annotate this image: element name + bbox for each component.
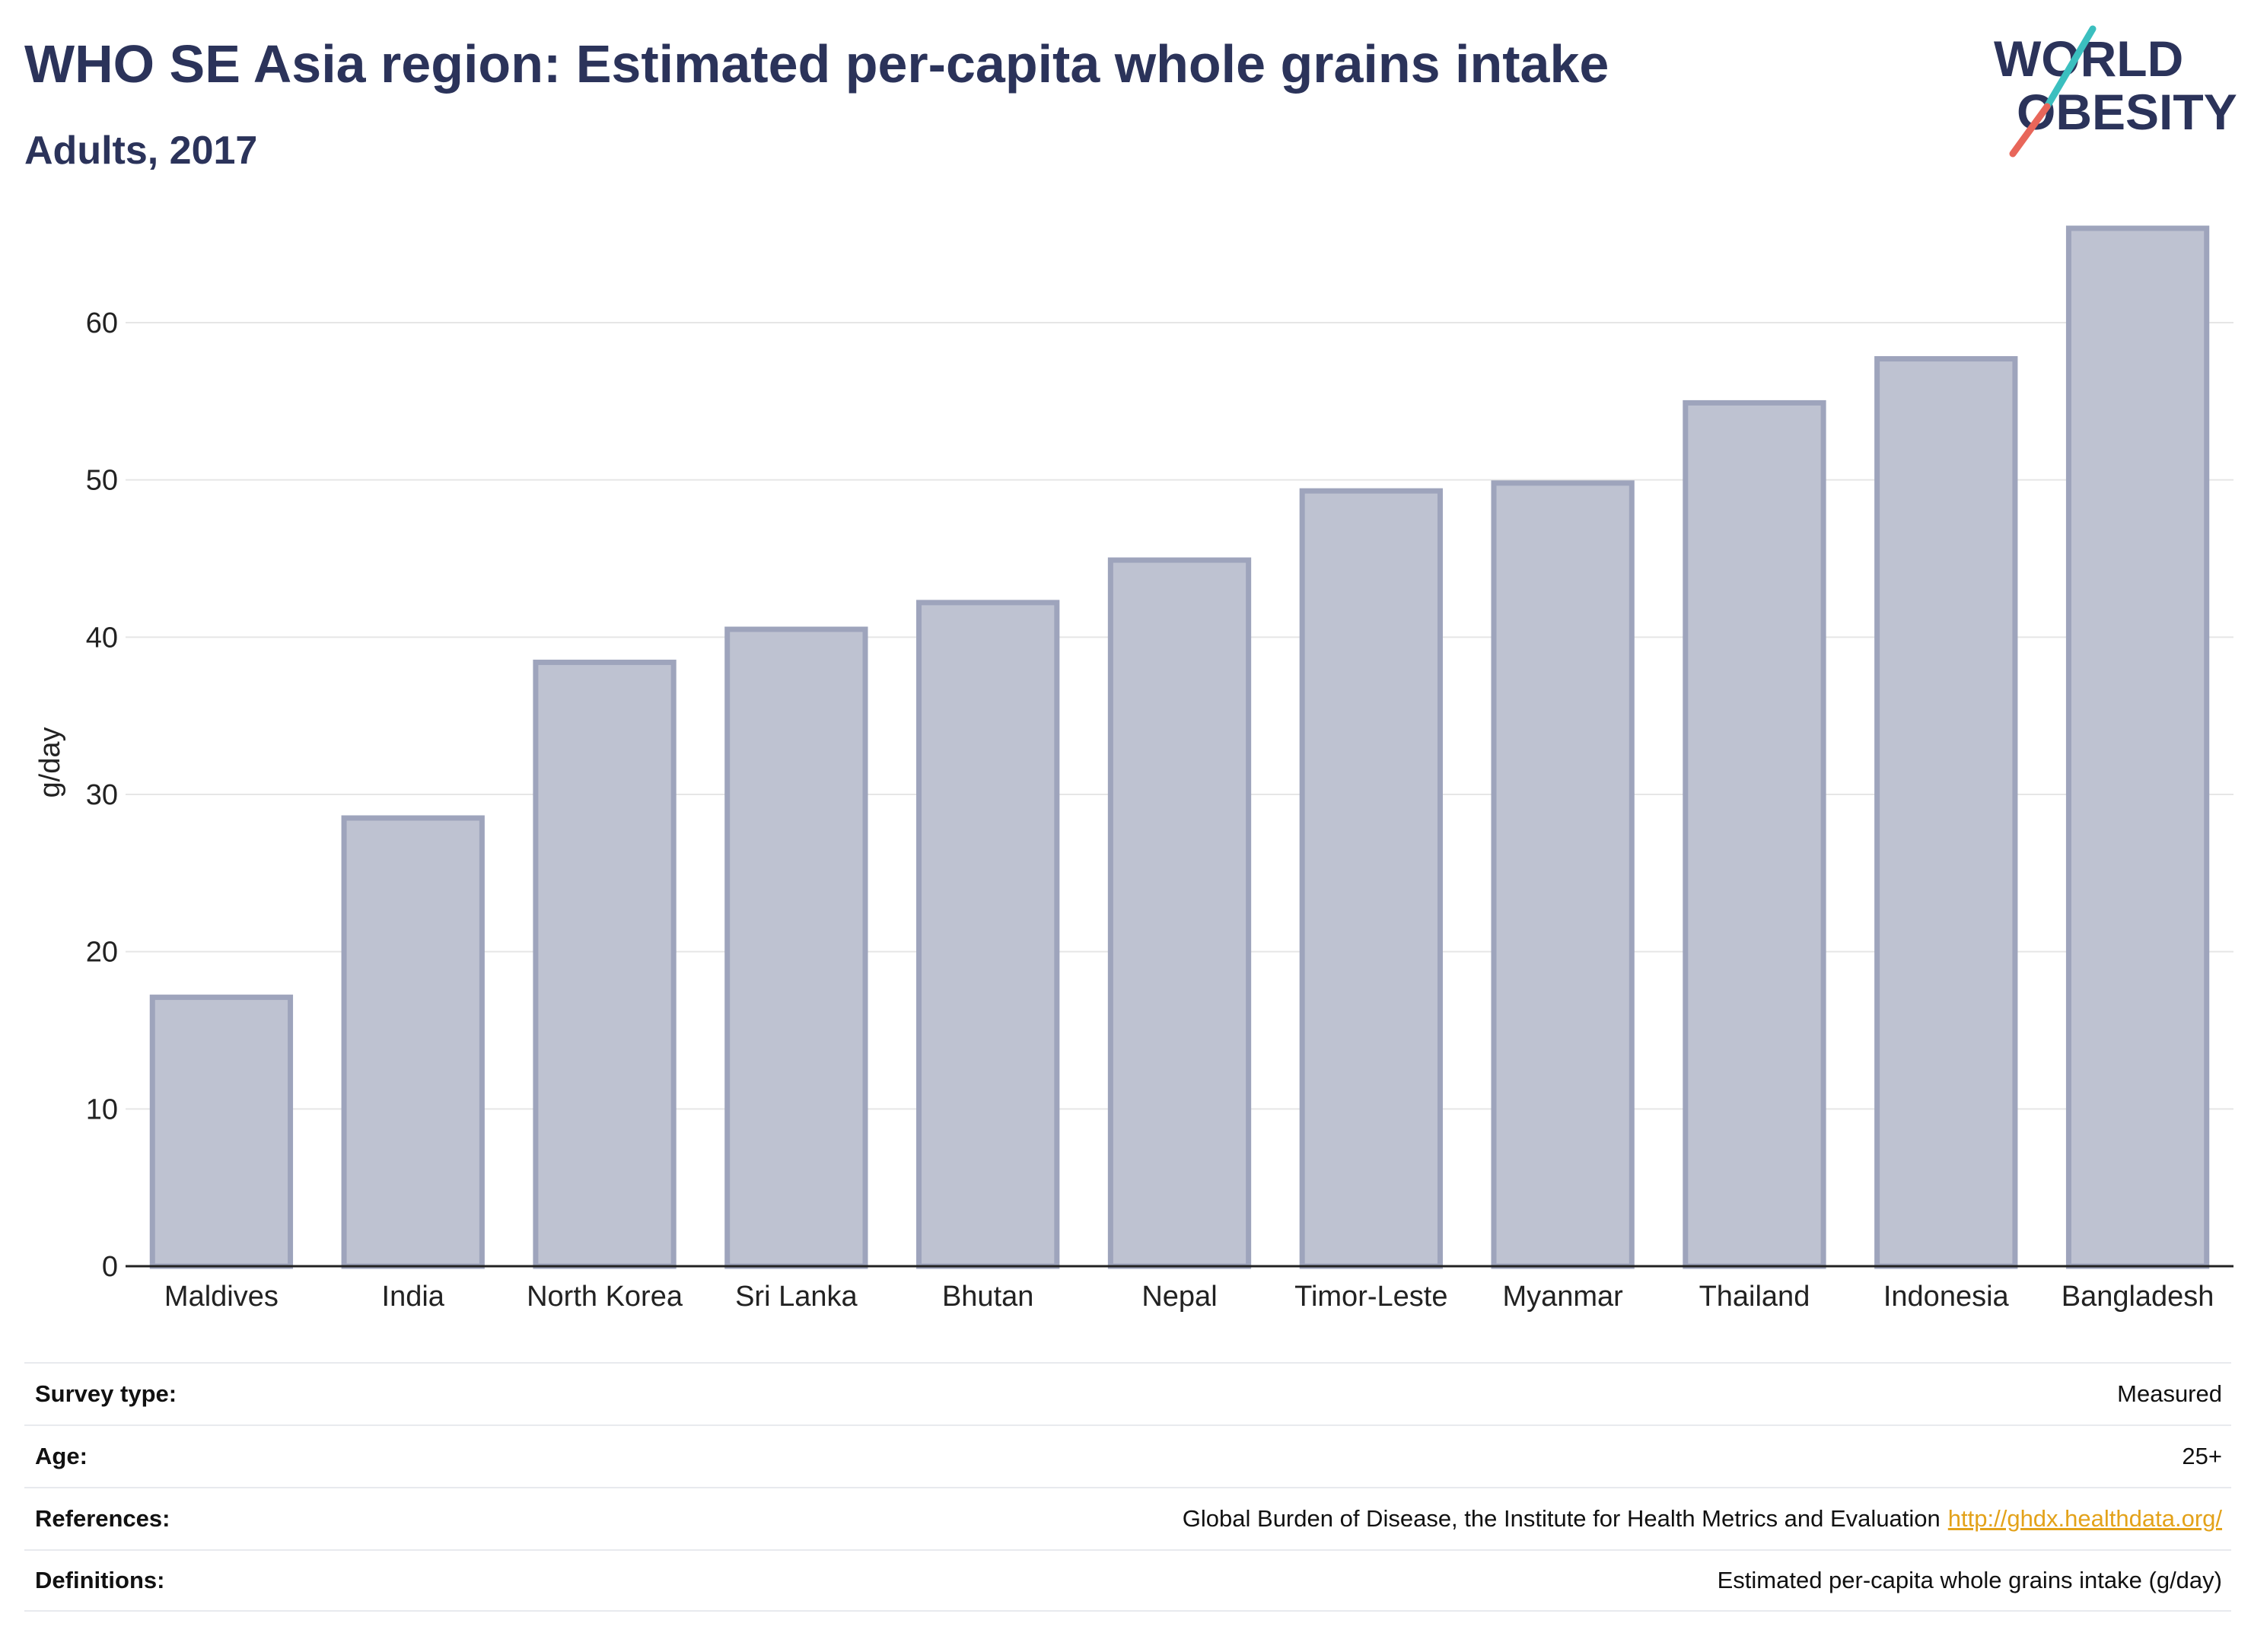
- bar-north-korea: [533, 659, 677, 1269]
- info-value: Estimated per-capita whole grains intake…: [1717, 1567, 2222, 1593]
- x-tick-label: Maldives: [164, 1281, 279, 1313]
- info-label: Survey type:: [35, 1380, 177, 1407]
- y-axis-label: g/day: [34, 727, 66, 798]
- reference-text: Global Burden of Disease, the Institute …: [1182, 1505, 1941, 1532]
- bar-bhutan: [916, 600, 1060, 1269]
- info-label: Definitions:: [35, 1567, 165, 1593]
- info-row-definitions: Definitions: Estimated per-capita whole …: [24, 1549, 2231, 1612]
- bar-india: [341, 815, 485, 1269]
- x-tick-label: Indonesia: [1883, 1281, 2010, 1313]
- y-tick-label: 0: [102, 1251, 118, 1283]
- bar-timor-leste: [1299, 488, 1443, 1269]
- world-obesity-logo-graphic: WORLD OBESITY: [1994, 25, 2237, 158]
- y-tick-label: 20: [86, 937, 118, 969]
- info-table: Survey type: Measured Age: 25+ Reference…: [24, 1362, 2231, 1612]
- y-tick-label: 50: [86, 465, 118, 497]
- x-tick-label: Bhutan: [942, 1281, 1033, 1313]
- info-value: 25+: [2182, 1443, 2222, 1469]
- world-obesity-logo: WORLD OBESITY: [1986, 23, 2237, 160]
- bar-nepal: [1107, 557, 1252, 1269]
- y-tick-label: 40: [86, 622, 118, 654]
- chart-title: WHO SE Asia region: Estimated per-capita…: [24, 34, 1609, 94]
- x-tick-label: Sri Lanka: [735, 1281, 858, 1313]
- bar-indonesia: [1874, 356, 2018, 1269]
- reference-link[interactable]: http://ghdx.healthdata.org/: [1947, 1505, 2222, 1532]
- logo-slash-top: [2043, 25, 2097, 110]
- x-tick-label: India: [382, 1281, 445, 1313]
- logo-slash-bottom: [2009, 103, 2051, 158]
- y-tick-label: 60: [86, 307, 118, 339]
- info-row-references: References: Global Burden of Disease, th…: [24, 1487, 2231, 1549]
- info-row-age: Age: 25+: [24, 1424, 2231, 1487]
- x-tick-label: Myanmar: [1502, 1281, 1623, 1313]
- info-label: References:: [35, 1505, 170, 1532]
- y-tick-label: 30: [86, 779, 118, 811]
- x-tick-label: Thailand: [1699, 1281, 1810, 1313]
- bar-bangladesh: [2065, 225, 2210, 1269]
- bar-chart-svg: 0 10 20 30 40 50 60 g/day Maldives India North Kor…: [34, 225, 2233, 1313]
- bar-maldives: [149, 995, 294, 1269]
- info-label: Age:: [35, 1443, 88, 1469]
- x-tick-label: Timor-Leste: [1294, 1281, 1447, 1313]
- x-tick-label: Nepal: [1141, 1281, 1217, 1313]
- bar-thailand: [1683, 399, 1826, 1269]
- info-value: Measured: [2117, 1380, 2222, 1407]
- bar-myanmar: [1491, 480, 1635, 1269]
- chart-subtitle: Adults, 2017: [24, 129, 258, 173]
- x-tick-label: Bangladesh: [2062, 1281, 2214, 1313]
- info-row-survey-type: Survey type: Measured: [24, 1362, 2231, 1424]
- bar-chart: 0 10 20 30 40 50 60 g/day Maldives India North Kor…: [34, 225, 2233, 1313]
- bar-sri-lanka: [724, 626, 868, 1269]
- x-tick-label: North Korea: [527, 1281, 683, 1313]
- info-value-references: Global Burden of Disease, the Institute …: [1183, 1505, 2222, 1533]
- y-tick-label: 10: [86, 1093, 118, 1125]
